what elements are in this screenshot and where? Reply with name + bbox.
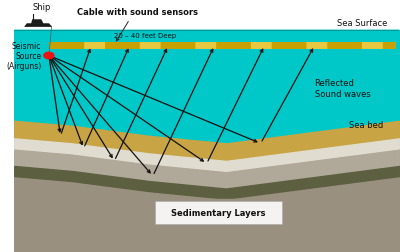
Polygon shape	[14, 31, 399, 144]
Text: Sedimentary Layers: Sedimentary Layers	[171, 208, 266, 217]
Text: Seismic
Source
(Airguns): Seismic Source (Airguns)	[6, 42, 41, 71]
Circle shape	[44, 53, 54, 59]
Polygon shape	[32, 21, 43, 24]
Text: Cable with sound sensors: Cable with sound sensors	[77, 8, 198, 17]
Polygon shape	[25, 24, 52, 27]
Text: Reflected
Sound waves: Reflected Sound waves	[314, 79, 370, 99]
Text: Ship: Ship	[32, 3, 50, 12]
Text: Sea Surface: Sea Surface	[337, 19, 388, 28]
Text: Sea bed: Sea bed	[349, 120, 384, 130]
FancyBboxPatch shape	[155, 201, 282, 224]
Text: 20 – 40 feet Deep: 20 – 40 feet Deep	[114, 33, 176, 39]
